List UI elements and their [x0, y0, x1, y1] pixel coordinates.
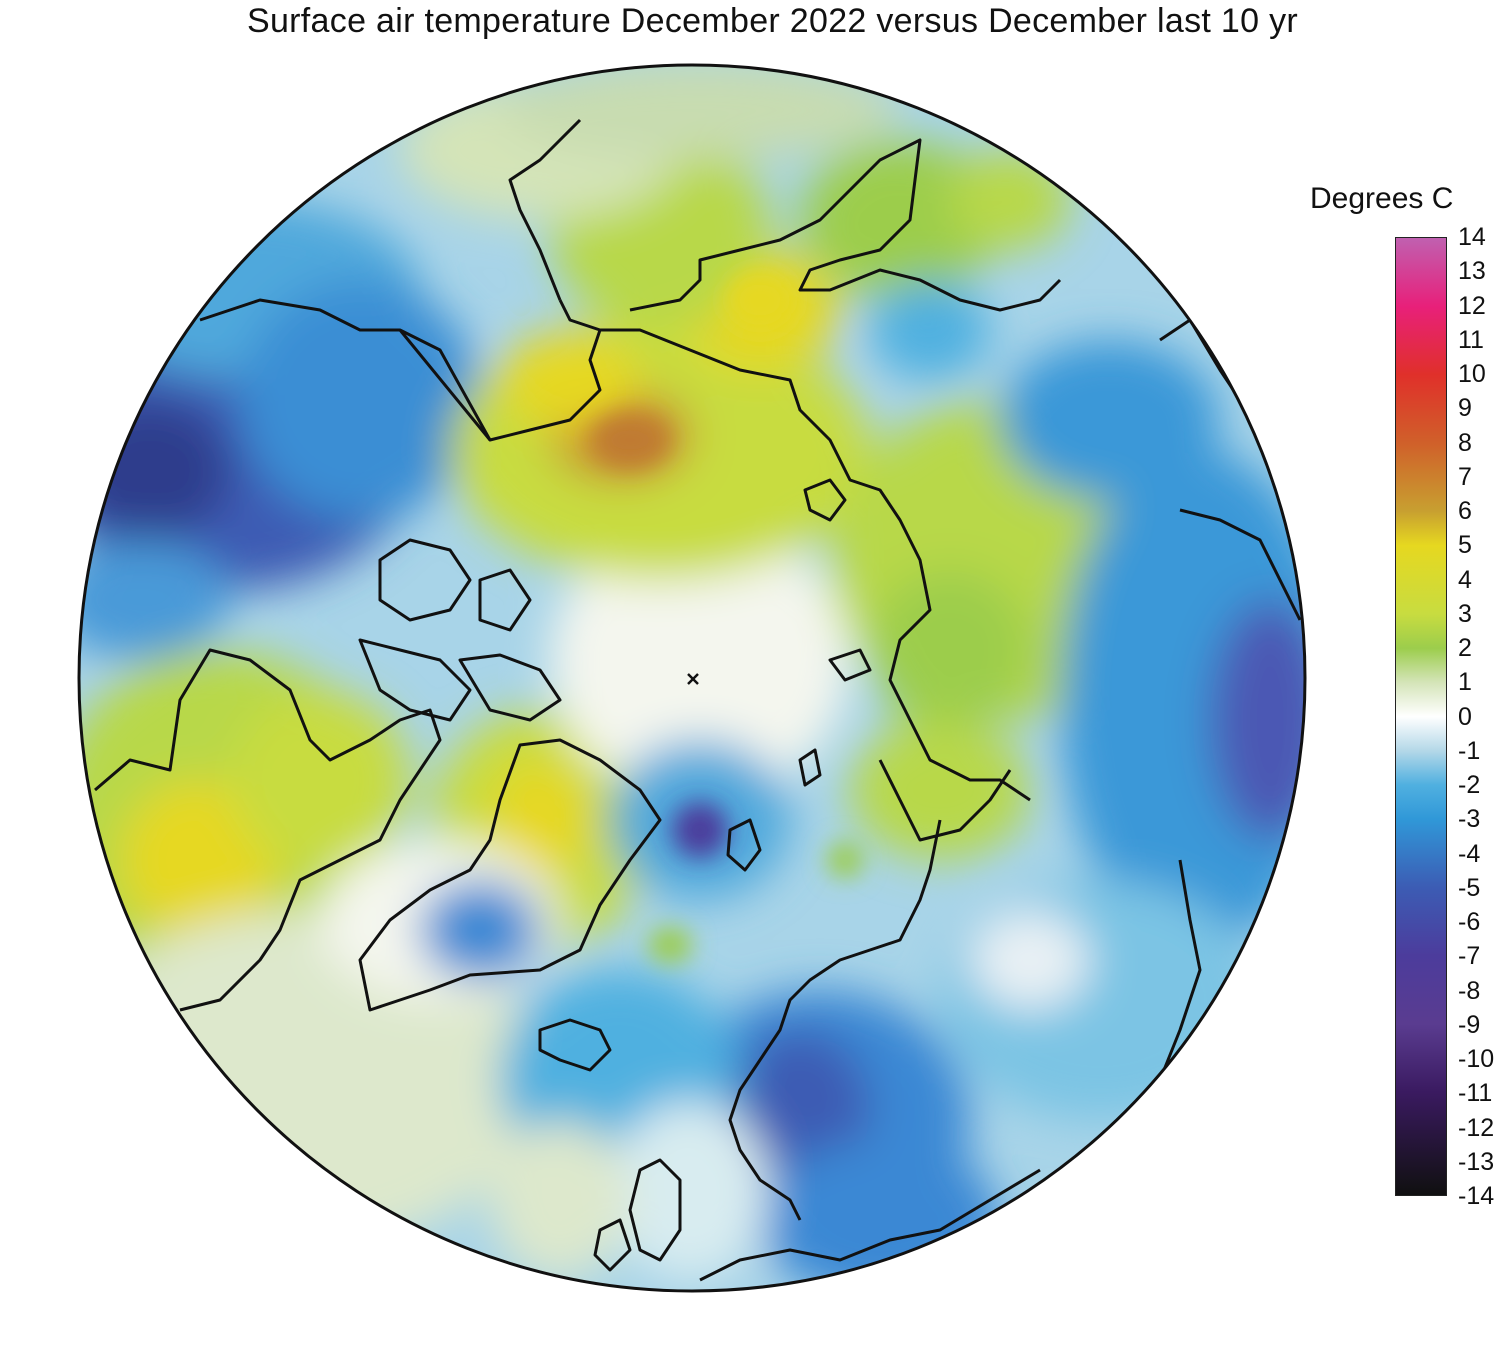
legend-tick-label: 5	[1458, 531, 1472, 560]
legend-tick-label: 2	[1458, 634, 1472, 662]
legend-tick-label: 11	[1458, 325, 1484, 354]
coastlines	[94, 118, 1302, 1282]
legend-tick-label: -12	[1458, 1113, 1495, 1142]
legend-tick-label: 12	[1458, 291, 1486, 320]
pole-x-marker	[687, 673, 699, 685]
legend-tick-label: 1	[1458, 668, 1472, 697]
legend-tick-label: -7	[1458, 942, 1481, 971]
legend-tick-label: -8	[1458, 976, 1481, 1005]
legend-tick-label: -14	[1458, 1182, 1495, 1210]
legend-tick-label: -13	[1458, 1147, 1495, 1176]
legend-tick-label: 3	[1458, 599, 1472, 628]
legend-tick-label: -6	[1458, 908, 1481, 936]
legend-tick-label: -4	[1458, 839, 1481, 868]
legend-tick-label: -9	[1458, 1010, 1481, 1039]
legend-tick-label: -2	[1458, 771, 1481, 799]
legend-tick-label: -5	[1458, 873, 1481, 902]
legend-tick-label: 9	[1458, 394, 1472, 423]
legend-tick-label: -3	[1458, 805, 1481, 834]
legend-tick-label: 13	[1458, 257, 1486, 286]
legend-tick-label: 0	[1458, 702, 1472, 731]
map-boundary-circle	[77, 63, 1307, 1293]
legend-tick-label: 7	[1458, 462, 1472, 491]
map-title: Surface air temperature December 2022 ve…	[247, 2, 1298, 40]
legend-tick-label: -10	[1458, 1045, 1495, 1073]
legend-tick-label: 6	[1458, 497, 1472, 525]
legend-tick-label: 4	[1458, 565, 1472, 594]
legend-unit-label: Degrees C	[1310, 182, 1454, 215]
legend-tick-label: 8	[1458, 428, 1472, 457]
legend-tick-label: 10	[1458, 360, 1486, 388]
legend-tick-label: 14	[1458, 223, 1486, 251]
legend-color-bar	[1395, 237, 1447, 1196]
legend-tick-label: -1	[1458, 736, 1481, 765]
legend-tick-label: -11	[1458, 1079, 1493, 1108]
temperature-anomaly-field	[79, 65, 1305, 1291]
